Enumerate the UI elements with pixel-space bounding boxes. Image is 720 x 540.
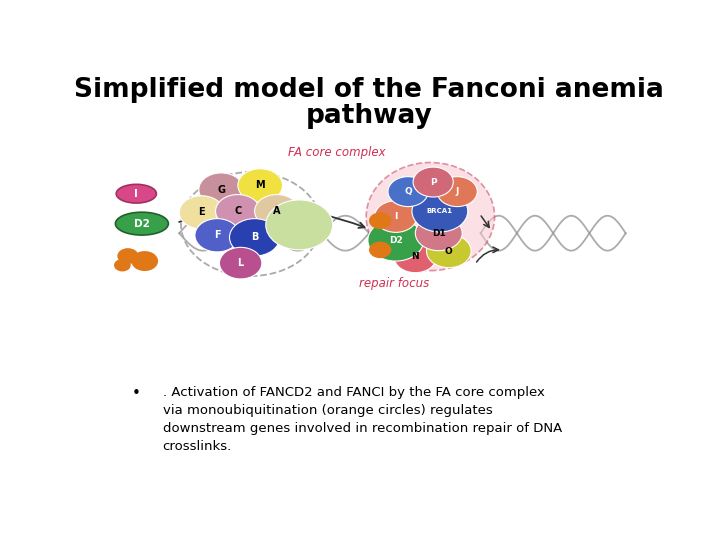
Circle shape bbox=[114, 259, 131, 272]
Text: I: I bbox=[394, 212, 397, 221]
Text: Q: Q bbox=[404, 187, 412, 196]
Text: N: N bbox=[412, 252, 419, 261]
Circle shape bbox=[374, 201, 417, 232]
Text: FA core complex: FA core complex bbox=[288, 146, 386, 159]
Text: D2: D2 bbox=[134, 219, 150, 228]
Circle shape bbox=[394, 241, 436, 273]
Circle shape bbox=[388, 177, 428, 207]
Circle shape bbox=[437, 177, 477, 207]
Circle shape bbox=[426, 234, 471, 268]
Circle shape bbox=[415, 216, 462, 251]
Text: •: • bbox=[132, 386, 140, 401]
Text: I: I bbox=[135, 188, 138, 199]
Text: BRCA1: BRCA1 bbox=[427, 208, 453, 214]
Text: repair focus: repair focus bbox=[359, 278, 429, 291]
Text: P: P bbox=[430, 178, 436, 186]
Text: . Activation of FANCD2 and FANCI by the FA core complex
via monoubiquitination (: . Activation of FANCD2 and FANCI by the … bbox=[163, 386, 562, 453]
Text: L: L bbox=[238, 258, 244, 268]
Circle shape bbox=[369, 241, 392, 258]
Text: M: M bbox=[256, 180, 265, 191]
Text: Simplified model of the Fanconi anemia: Simplified model of the Fanconi anemia bbox=[74, 77, 664, 103]
Text: G: G bbox=[217, 185, 225, 194]
Circle shape bbox=[195, 219, 240, 252]
Circle shape bbox=[266, 200, 333, 250]
Circle shape bbox=[230, 219, 280, 256]
Text: A: A bbox=[273, 206, 281, 216]
Ellipse shape bbox=[116, 184, 156, 203]
Text: B: B bbox=[251, 232, 258, 242]
Circle shape bbox=[369, 212, 392, 229]
Circle shape bbox=[117, 248, 138, 264]
Text: E: E bbox=[198, 207, 205, 218]
Ellipse shape bbox=[115, 212, 168, 235]
Text: D1: D1 bbox=[432, 229, 446, 238]
Circle shape bbox=[131, 251, 158, 271]
Circle shape bbox=[368, 219, 423, 261]
Ellipse shape bbox=[366, 163, 495, 271]
Circle shape bbox=[413, 167, 454, 197]
Circle shape bbox=[255, 194, 300, 228]
Text: O: O bbox=[445, 247, 453, 255]
Text: C: C bbox=[234, 206, 241, 216]
Circle shape bbox=[412, 191, 468, 232]
Text: J: J bbox=[456, 187, 459, 196]
Text: D2: D2 bbox=[389, 236, 402, 245]
Circle shape bbox=[215, 194, 260, 228]
Text: F: F bbox=[214, 230, 220, 240]
Circle shape bbox=[238, 168, 282, 202]
Text: pathway: pathway bbox=[305, 103, 433, 129]
Circle shape bbox=[179, 196, 224, 229]
Circle shape bbox=[220, 247, 262, 279]
Circle shape bbox=[199, 173, 243, 206]
